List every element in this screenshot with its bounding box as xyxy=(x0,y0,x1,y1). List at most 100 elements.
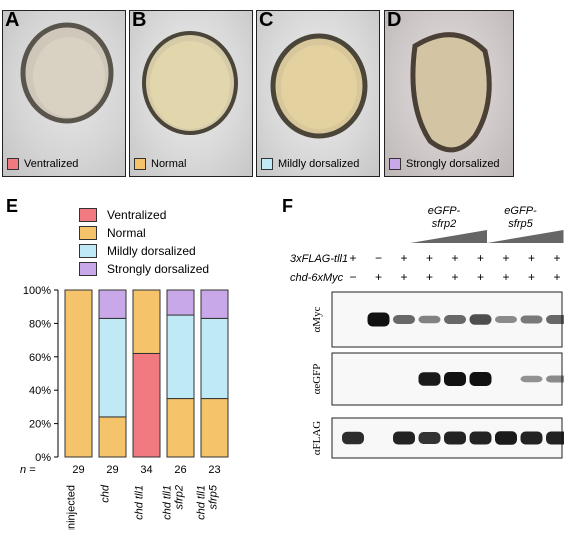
sign: + xyxy=(451,270,458,284)
blot-band xyxy=(393,315,415,324)
caption-swatch xyxy=(134,158,146,170)
embryo-image xyxy=(270,33,368,139)
legend-label: Ventralized xyxy=(107,208,167,222)
bar-segment xyxy=(98,317,127,418)
panel-caption: Strongly dorsalized xyxy=(389,158,500,170)
panel-caption: Mildly dorsalized xyxy=(261,158,359,170)
group-label: sfrp5 xyxy=(508,218,533,230)
y-tick-label: 20% xyxy=(29,419,51,431)
sign: + xyxy=(477,251,484,265)
gradient-wedge xyxy=(487,230,564,243)
blot-band xyxy=(469,372,492,386)
blot-band xyxy=(520,375,543,383)
panel-letter: B xyxy=(132,10,147,31)
bar-segment xyxy=(166,289,195,316)
blot-band xyxy=(469,431,492,445)
sign: + xyxy=(502,270,509,284)
n-value: 34 xyxy=(140,464,152,476)
bar-segment xyxy=(64,289,93,458)
bar-segment xyxy=(166,314,195,400)
bar-segment xyxy=(200,289,229,319)
embryo-panel-b: B Normal xyxy=(129,10,253,177)
embryo-image xyxy=(20,22,114,124)
bar-segment xyxy=(132,289,161,354)
row-label: 3xFLAG-tll1 xyxy=(290,253,348,265)
blot-band xyxy=(546,431,564,445)
category-label: chd tll1 xyxy=(134,485,146,520)
sign: + xyxy=(451,251,458,265)
n-value: 26 xyxy=(174,464,186,476)
legend-label: Normal xyxy=(107,226,146,240)
panel-letter-e: E xyxy=(6,196,19,216)
legend-item: Ventralized xyxy=(79,208,166,222)
caption-swatch xyxy=(389,158,401,170)
legend-swatch xyxy=(79,226,97,240)
n-value: 29 xyxy=(72,464,84,476)
bar-segment xyxy=(166,398,195,458)
legend-label: Strongly dorsalized xyxy=(107,262,210,276)
blot-band xyxy=(393,431,415,445)
panel-letter: C xyxy=(259,10,274,31)
y-tick-label: 40% xyxy=(29,385,51,397)
y-tick-label: 80% xyxy=(29,318,51,330)
panel-caption: Normal xyxy=(134,158,186,170)
sign: + xyxy=(400,270,407,284)
caption-text: Normal xyxy=(151,158,187,170)
n-value: 23 xyxy=(208,464,220,476)
gradient-wedge xyxy=(410,230,487,243)
legend-swatch xyxy=(79,208,97,222)
sign: + xyxy=(553,251,560,265)
blot-label: αMyc xyxy=(311,306,323,332)
stacked-bar-chart: 0% 20% 40% 60% 80% 100% 29 uninjected 29 chd 34 chd… xyxy=(20,285,229,530)
legend-swatch xyxy=(79,262,97,276)
panel-letter: D xyxy=(387,10,402,31)
category-label: uninjected xyxy=(66,485,78,530)
blot-band xyxy=(444,315,466,324)
y-tick-label: 60% xyxy=(29,352,51,364)
caption-text: Ventralized xyxy=(24,158,79,170)
group-label: eGFP- xyxy=(504,205,537,217)
y-tick-label: 100% xyxy=(23,285,51,297)
blot-band xyxy=(495,431,517,445)
panel-letter-f: F xyxy=(282,196,293,216)
blot-band xyxy=(546,315,564,324)
sign: + xyxy=(553,270,560,284)
sign: + xyxy=(400,251,407,265)
row-label: chd-6xMyc xyxy=(290,272,344,284)
blot-band xyxy=(444,431,466,445)
embryo-panel-c: C Mildly dorsalized xyxy=(256,10,380,177)
bar-segment xyxy=(98,289,127,319)
bar-segment xyxy=(132,352,161,458)
category-label: chd tll1 xyxy=(162,485,174,520)
blot-band xyxy=(418,315,441,324)
sign: − xyxy=(349,270,356,284)
blot-band xyxy=(495,316,517,323)
legend-label: Mildly dorsalized xyxy=(107,244,196,258)
group-label: eGFP- xyxy=(428,205,461,217)
sign: + xyxy=(502,251,509,265)
sign: + xyxy=(349,251,356,265)
caption-text: Mildly dorsalized xyxy=(278,158,360,170)
caption-swatch xyxy=(261,158,273,170)
category-label: sfrp5 xyxy=(208,484,220,509)
category-label: sfrp2 xyxy=(174,485,186,509)
legend-item: Mildly dorsalized xyxy=(79,244,196,258)
category-label: chd tll1 xyxy=(196,485,208,520)
legend-item: Normal xyxy=(79,226,146,240)
bar-segment xyxy=(98,416,127,458)
blot-band xyxy=(520,431,543,445)
category-label: chd xyxy=(100,484,112,503)
caption-text: Strongly dorsalized xyxy=(406,158,500,170)
panel-letter: A xyxy=(5,10,20,31)
bar-segment xyxy=(200,398,229,458)
embryo-image xyxy=(142,31,238,135)
blot-band xyxy=(520,315,543,324)
sign: − xyxy=(375,251,382,265)
n-value: 29 xyxy=(106,464,118,476)
panel-caption: Ventralized xyxy=(7,158,78,170)
sign: + xyxy=(528,251,535,265)
blot-box xyxy=(331,352,563,406)
embryo-panel-a: A Ventralized xyxy=(2,10,126,177)
legend-item: Strongly dorsalized xyxy=(79,262,209,276)
n-label: n = xyxy=(20,464,36,476)
